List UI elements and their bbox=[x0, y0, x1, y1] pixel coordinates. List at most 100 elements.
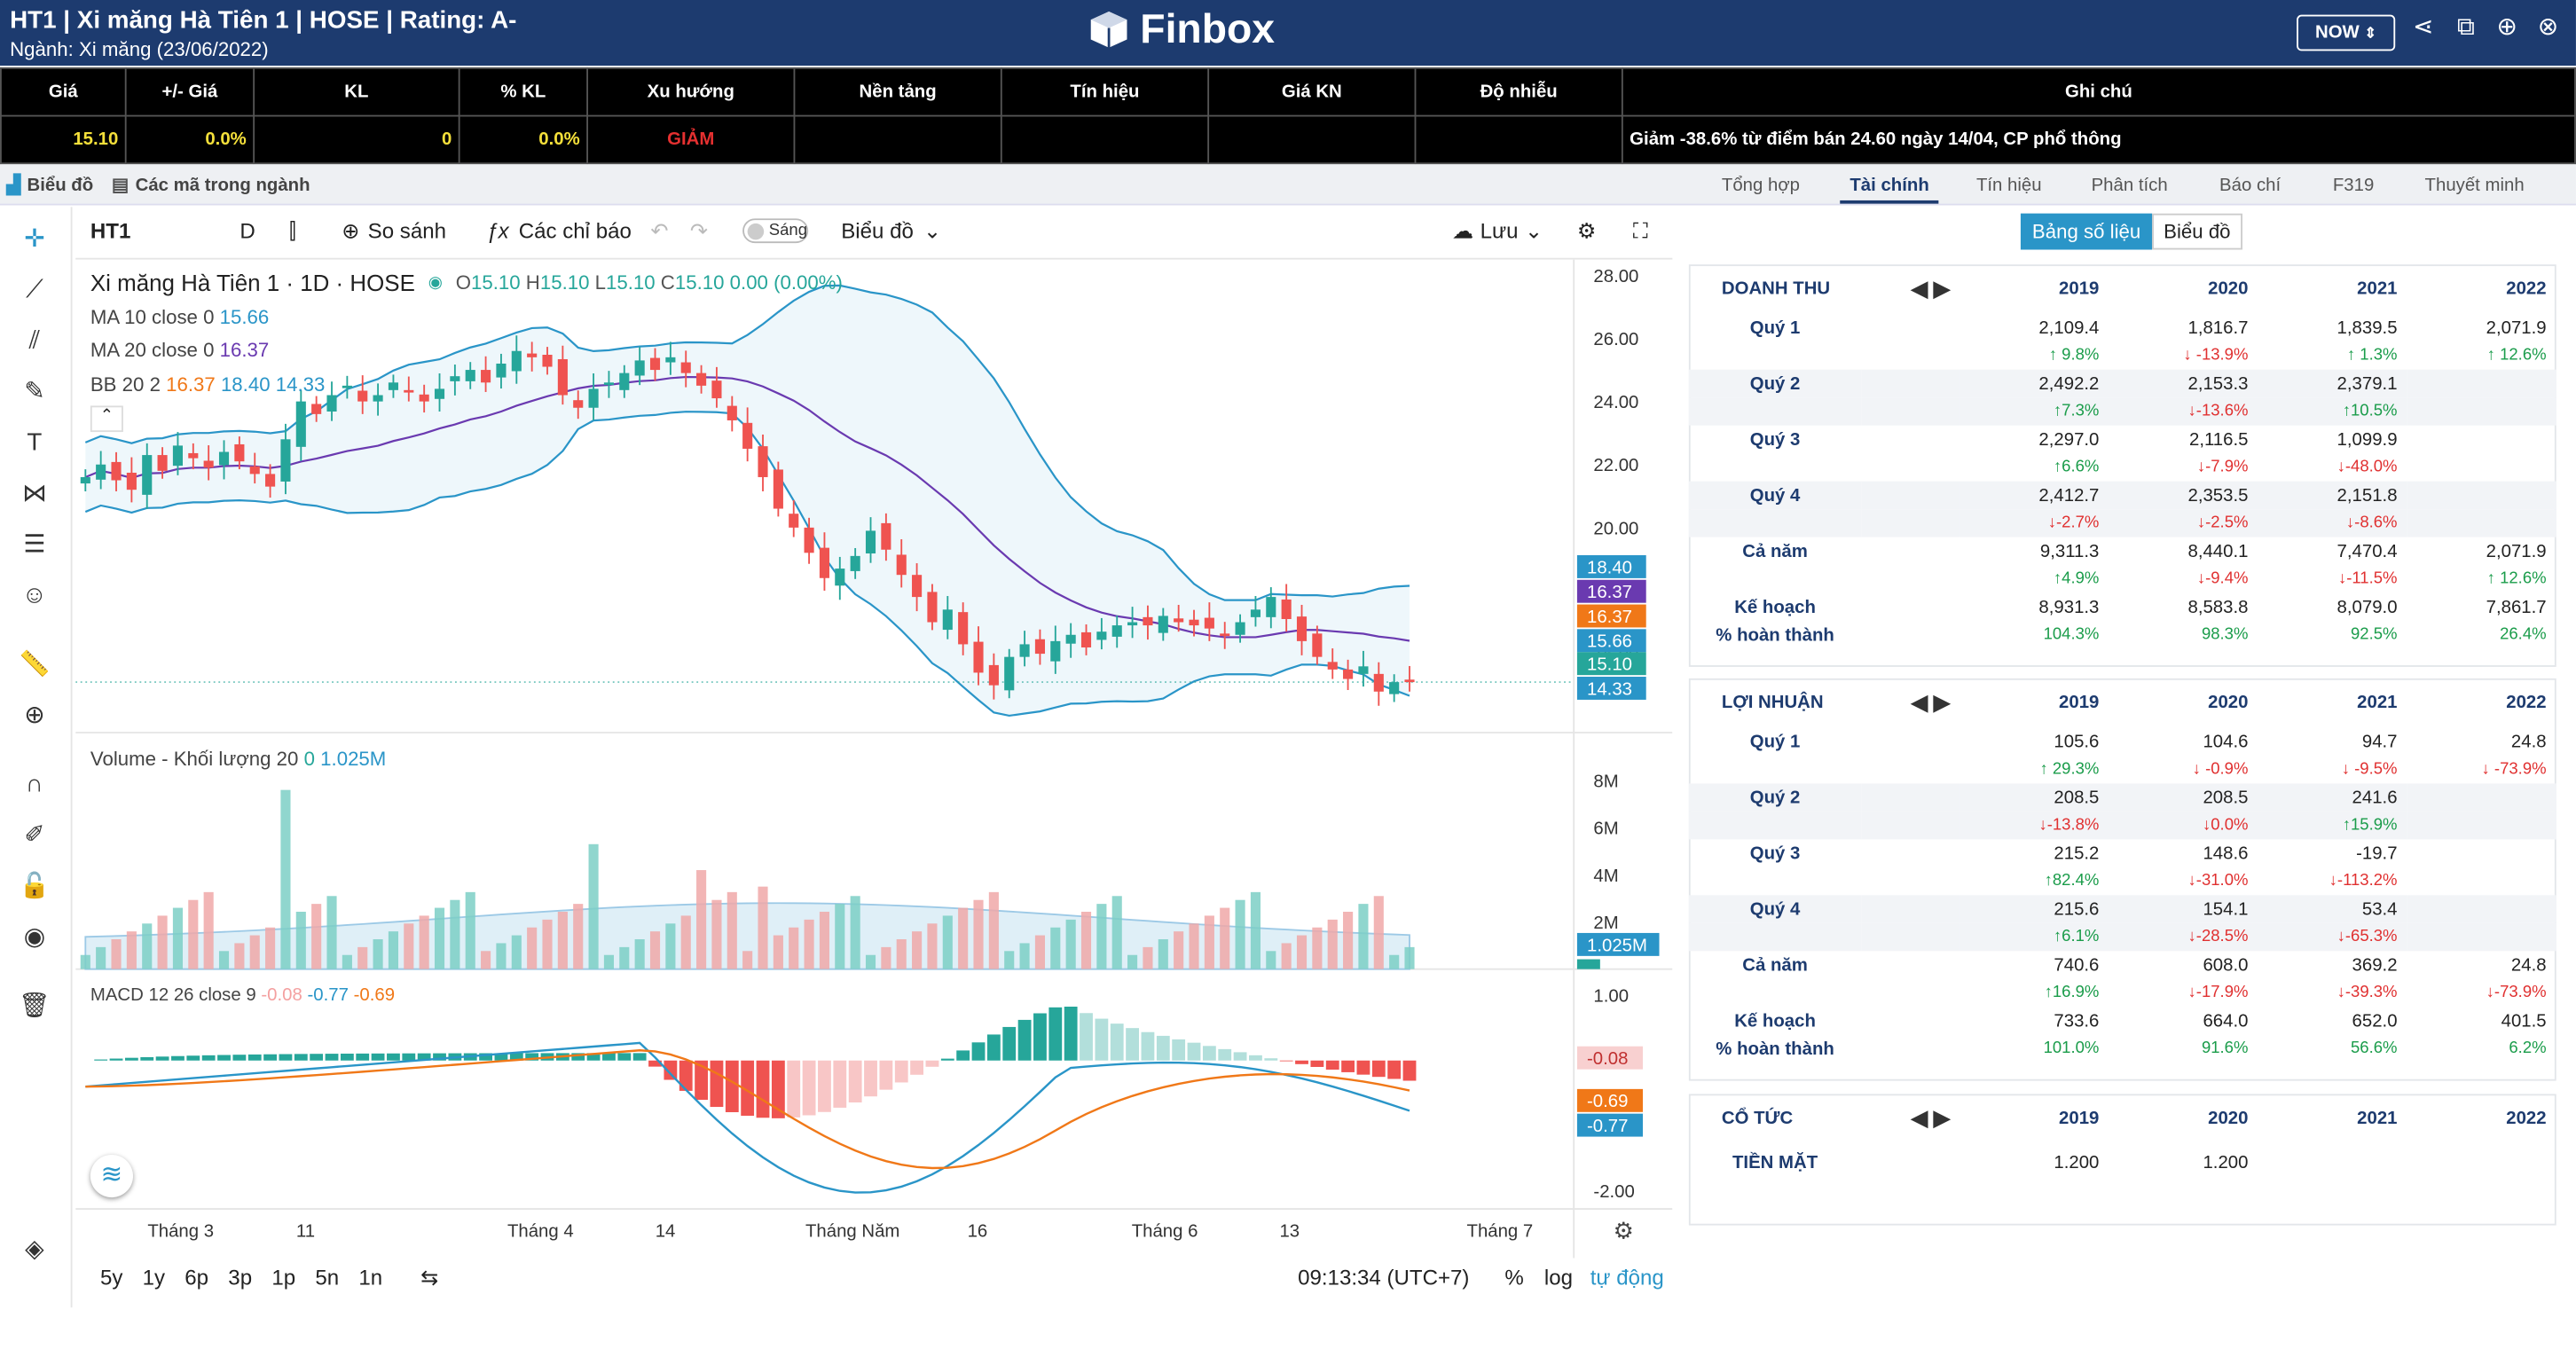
fin-change: ↑ 12.6% bbox=[2486, 569, 2547, 589]
volume-axis-label: 6M bbox=[1593, 820, 1618, 839]
date-range-icon[interactable]: ⇆ bbox=[420, 1265, 439, 1290]
chart-area[interactable]: 28.0026.0024.0022.0020.0018.0016.0018.40… bbox=[75, 259, 1673, 1259]
price-tag bbox=[1576, 604, 1646, 628]
tab-chart[interactable]: ▟ Biểu đồ bbox=[6, 175, 94, 196]
close-icon[interactable]: ⊗ bbox=[2537, 12, 2559, 42]
fib-icon[interactable]: ⫽ bbox=[28, 326, 41, 356]
volume-bar bbox=[573, 904, 584, 969]
layers-icon[interactable]: ◈ bbox=[25, 1235, 44, 1264]
candle bbox=[218, 451, 230, 466]
industry-label: Ngành: Xi măng (23/06/2022) bbox=[10, 37, 269, 61]
volume-bar bbox=[450, 899, 460, 969]
fin-value: 241.6 bbox=[2352, 788, 2398, 808]
tab-notes[interactable]: Thuyết minh bbox=[2424, 176, 2525, 196]
tab-analysis[interactable]: Phân tích bbox=[2091, 176, 2168, 196]
auto-toggle[interactable]: tự động bbox=[1590, 1265, 1664, 1290]
indicators-button[interactable]: ƒx Các chỉ báo bbox=[486, 218, 632, 244]
brush-icon[interactable]: ✎ bbox=[24, 377, 45, 406]
macd-tag-label: -0.69 bbox=[1587, 1092, 1628, 1111]
zoom-icon[interactable]: ⊕ bbox=[24, 701, 45, 730]
tab-f319[interactable]: F319 bbox=[2332, 176, 2375, 196]
range-button[interactable]: 6p bbox=[185, 1265, 209, 1290]
candle bbox=[619, 373, 630, 390]
candle bbox=[80, 476, 90, 484]
fin-change bbox=[2407, 397, 2556, 425]
ruler-icon[interactable]: 📏 bbox=[19, 650, 51, 678]
emoji-icon[interactable]: ☺ bbox=[21, 581, 48, 610]
log-toggle[interactable]: log bbox=[1543, 1265, 1574, 1290]
lock-icon[interactable]: 🔓 bbox=[19, 872, 51, 900]
pattern-icon[interactable]: ⋈ bbox=[22, 479, 47, 508]
prediction-icon[interactable]: ☰ bbox=[23, 530, 46, 559]
compare-button[interactable]: ⊕ So sánh bbox=[342, 218, 447, 244]
fin-value: 740.6 bbox=[2054, 954, 2100, 976]
range-button[interactable]: 1n bbox=[358, 1265, 383, 1290]
candle bbox=[1096, 631, 1107, 640]
volume-axis-label: 2M bbox=[1593, 914, 1618, 933]
undo-icon[interactable]: ↶ bbox=[650, 218, 669, 244]
range-button[interactable]: 1p bbox=[271, 1265, 296, 1290]
range-button[interactable]: 1y bbox=[142, 1265, 166, 1290]
range-button[interactable]: 5y bbox=[99, 1265, 123, 1290]
tabs-row: ▟ Biểu đồ ▤ Các mã trong ngành Tổng hợp Tà… bbox=[0, 164, 2576, 206]
interval-button[interactable]: D bbox=[240, 218, 255, 244]
trash-icon[interactable]: 🗑 bbox=[19, 992, 51, 1021]
theme-toggle[interactable]: Sáng bbox=[742, 218, 809, 244]
eye-icon[interactable]: ◉ bbox=[23, 922, 46, 952]
magnet-icon[interactable]: ∩ bbox=[25, 770, 43, 799]
axis-settings-icon[interactable]: ⚙ bbox=[1614, 1218, 1634, 1244]
volume-bar bbox=[1127, 954, 1138, 969]
fin-change: ↓-65.3% bbox=[2336, 928, 2398, 946]
now-select[interactable]: NOW ⇕ bbox=[2297, 14, 2396, 51]
table-view-button[interactable]: Bảng số liệu bbox=[2020, 213, 2153, 250]
year-header: 2022 bbox=[2506, 278, 2547, 300]
candle bbox=[434, 388, 445, 399]
candle-type-icon[interactable]: ⫿ bbox=[288, 218, 296, 244]
finbox-logo[interactable]: Finbox bbox=[1088, 5, 1275, 55]
add-icon[interactable]: ⊕ bbox=[2496, 12, 2517, 42]
macd-histogram-bar bbox=[1033, 1013, 1047, 1061]
share-icon[interactable]: ⋖ bbox=[2413, 12, 2434, 42]
chart-view-button[interactable]: Biểu đồ bbox=[2152, 213, 2242, 250]
candle bbox=[527, 353, 538, 357]
crosshair-icon[interactable]: ✛ bbox=[24, 224, 45, 254]
volume-bar bbox=[711, 899, 722, 969]
save-button[interactable]: ☁ Lưu ⌄ bbox=[1452, 218, 1543, 244]
fin-change bbox=[2407, 923, 2556, 951]
quote-header: Xu hướng bbox=[586, 67, 796, 117]
settings-icon[interactable]: ⚙ bbox=[1576, 218, 1597, 244]
lock-draw-icon[interactable]: ✐ bbox=[24, 821, 45, 850]
fullscreen-icon[interactable]: ⛶ bbox=[1632, 218, 1648, 244]
tab-signals[interactable]: Tín hiệu bbox=[1975, 176, 2042, 196]
range-button[interactable]: 5n bbox=[315, 1265, 340, 1290]
period-nav-icons[interactable]: ◀ ▶ bbox=[1911, 1105, 1951, 1131]
symbol-input[interactable]: HT1 bbox=[90, 218, 131, 244]
period-nav-icons[interactable]: ◀ ▶ bbox=[1911, 689, 1951, 715]
tab-industry-stocks[interactable]: ▤ Các mã trong ngành bbox=[111, 175, 310, 196]
macd-histogram-bar bbox=[1371, 1060, 1386, 1078]
status-dot-icon: ◉ bbox=[428, 273, 443, 292]
fin-value: 2,492.2 bbox=[2038, 373, 2100, 394]
price-chart[interactable]: 28.0026.0024.0022.0020.0018.0016.0018.40… bbox=[75, 259, 1673, 1259]
section-title: CỔ TỨC bbox=[1721, 1109, 1794, 1129]
candle bbox=[1143, 616, 1153, 626]
quote-value: 0.0% bbox=[458, 114, 589, 165]
open-external-icon[interactable]: ⧉ bbox=[2456, 12, 2475, 42]
chart-logo-icon[interactable]: ≋ bbox=[90, 1154, 134, 1198]
fin-change: ↓ -73.9% bbox=[2481, 760, 2547, 779]
tab-press[interactable]: Báo chí bbox=[2219, 176, 2281, 196]
chart-type-dropdown[interactable]: Biểu đồ ⌄ bbox=[841, 218, 942, 244]
range-button[interactable]: 3p bbox=[228, 1265, 253, 1290]
macd-tag bbox=[1576, 1088, 1643, 1112]
tab-summary[interactable]: Tổng hợp bbox=[1721, 176, 1801, 196]
macd-histogram-bar bbox=[1187, 1042, 1201, 1061]
macd-histogram-bar bbox=[679, 1060, 693, 1091]
fin-value: 2,353.5 bbox=[2187, 485, 2249, 506]
trendline-icon[interactable]: ⟋ bbox=[26, 276, 43, 304]
period-nav-icons[interactable]: ◀ ▶ bbox=[1911, 276, 1951, 301]
redo-icon[interactable]: ↷ bbox=[689, 218, 709, 244]
percent-toggle[interactable]: % bbox=[1504, 1265, 1524, 1290]
collapse-legend-icon[interactable]: ⌃ bbox=[90, 405, 123, 433]
tab-finance[interactable]: Tài chính bbox=[1850, 176, 1929, 196]
text-icon[interactable]: T bbox=[27, 428, 43, 457]
